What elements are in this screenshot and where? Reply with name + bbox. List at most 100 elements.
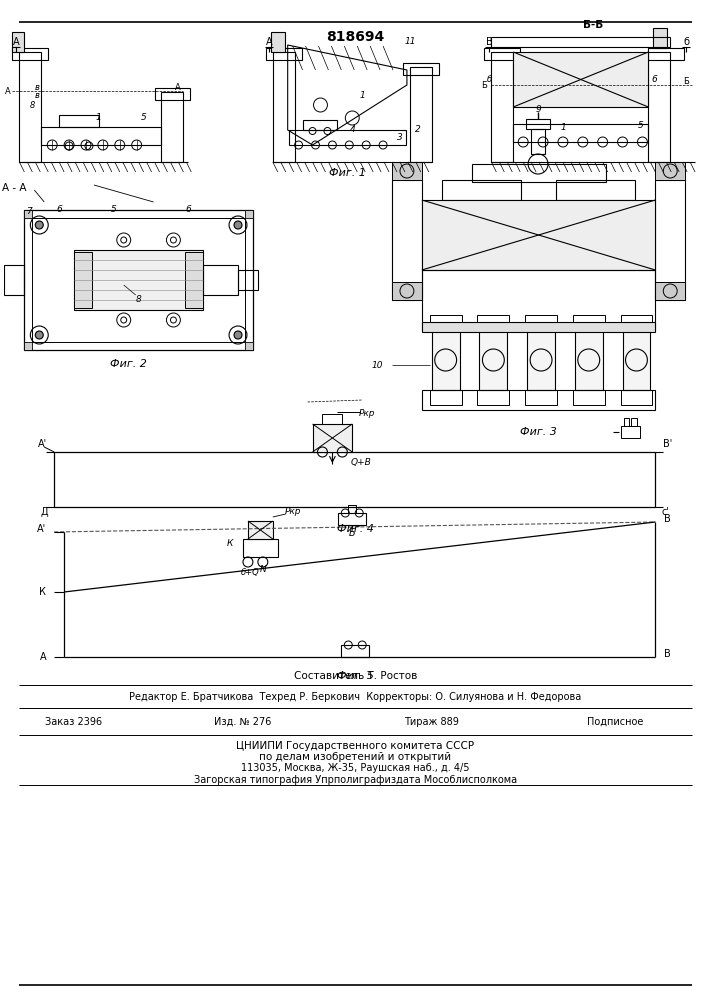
Bar <box>631 418 638 426</box>
Bar <box>430 315 462 330</box>
Text: Фиг. 1: Фиг. 1 <box>329 168 366 178</box>
Text: Фиг. 5: Фиг. 5 <box>337 671 374 681</box>
Bar <box>339 513 366 525</box>
Bar <box>477 390 509 405</box>
Text: N: N <box>259 566 267 574</box>
Text: Б: Б <box>683 77 689 86</box>
Text: Б: Б <box>349 528 356 538</box>
Bar <box>312 424 352 452</box>
Text: А': А' <box>37 524 46 534</box>
Text: 4: 4 <box>349 125 355 134</box>
Text: 2: 2 <box>415 125 421 134</box>
Text: Ркр: Ркр <box>359 410 375 418</box>
Text: Фиг. 4: Фиг. 4 <box>337 524 374 534</box>
Bar <box>422 270 655 330</box>
Bar <box>527 330 555 390</box>
Bar <box>484 48 520 60</box>
Bar <box>432 330 460 390</box>
Text: Д: Д <box>40 507 48 517</box>
Bar <box>513 124 648 142</box>
Bar <box>74 252 92 308</box>
Text: 113035, Москва, Ж-35, Раушская наб., д. 4/5: 113035, Москва, Ж-35, Раушская наб., д. … <box>241 763 469 773</box>
Bar <box>203 265 238 295</box>
Bar <box>322 414 342 424</box>
Bar <box>13 48 48 60</box>
Text: ЦНИИПИ Государственного комитета СССР: ЦНИИПИ Государственного комитета СССР <box>236 741 474 751</box>
Text: Тираж 889: Тираж 889 <box>404 717 460 727</box>
Bar <box>525 390 557 405</box>
Text: Q+В: Q+В <box>350 458 371 466</box>
Bar <box>59 115 99 127</box>
Bar <box>392 180 422 300</box>
Text: 8: 8 <box>136 296 141 304</box>
Text: В: В <box>486 37 493 47</box>
Text: 6: 6 <box>651 76 658 85</box>
Text: Подписное: Подписное <box>588 717 644 727</box>
Circle shape <box>234 221 242 229</box>
Bar <box>621 426 641 438</box>
Text: 3: 3 <box>397 133 403 142</box>
Bar <box>442 180 521 200</box>
Text: В: В <box>664 649 671 659</box>
Bar <box>245 342 253 350</box>
Bar <box>573 390 604 405</box>
Bar <box>472 164 606 182</box>
Text: Составитель Т. Ростов: Составитель Т. Ростов <box>293 671 417 681</box>
Text: б: б <box>683 37 689 47</box>
Bar <box>303 120 337 130</box>
Bar <box>185 252 203 308</box>
Bar <box>575 330 602 390</box>
Bar <box>422 200 655 270</box>
Bar <box>624 418 629 426</box>
Bar <box>526 119 550 129</box>
Text: К: К <box>227 540 233 548</box>
Bar <box>155 88 190 100</box>
Bar <box>573 315 604 330</box>
Bar <box>653 28 667 48</box>
Text: 818694: 818694 <box>326 30 385 44</box>
Bar <box>648 52 670 162</box>
Bar <box>556 180 636 200</box>
Circle shape <box>35 221 43 229</box>
Text: в: в <box>35 92 40 101</box>
Bar <box>245 210 253 218</box>
Bar <box>161 92 183 162</box>
Bar <box>621 315 653 330</box>
Text: 1: 1 <box>359 91 365 100</box>
Bar <box>341 645 369 657</box>
Bar <box>491 37 670 47</box>
Circle shape <box>234 331 242 339</box>
Text: 1: 1 <box>561 122 567 131</box>
Text: 6: 6 <box>57 206 62 215</box>
Bar <box>24 342 33 350</box>
Bar <box>248 521 273 539</box>
Bar <box>422 390 655 410</box>
Bar <box>410 67 432 162</box>
Bar <box>392 162 422 180</box>
Bar <box>266 48 302 60</box>
Text: Б-Б: Б-Б <box>583 20 603 30</box>
Text: 9: 9 <box>535 105 541 114</box>
Text: К: К <box>40 587 46 597</box>
Bar <box>430 390 462 405</box>
Bar <box>74 250 203 310</box>
Bar <box>623 330 650 390</box>
Bar <box>525 315 557 330</box>
Text: б+Q: б+Q <box>240 568 259 576</box>
Text: Изд. № 276: Изд. № 276 <box>214 717 271 727</box>
Bar <box>655 162 685 180</box>
Text: 7: 7 <box>26 208 33 217</box>
Bar <box>513 52 648 107</box>
Bar <box>24 210 253 350</box>
Text: А: А <box>13 37 20 47</box>
Bar <box>273 52 295 162</box>
Bar <box>655 282 685 300</box>
Text: в: в <box>35 84 40 93</box>
Bar <box>648 48 684 60</box>
Text: Фиг. 2: Фиг. 2 <box>110 359 147 369</box>
Bar <box>54 452 655 507</box>
Text: Редактор Е. Братчикова  Техред Р. Беркович  Корректоры: О. Силуянова и Н. Федоро: Редактор Е. Братчикова Техред Р. Беркови… <box>129 692 581 702</box>
Text: по делам изобретений и открытий: по делам изобретений и открытий <box>259 752 451 762</box>
Bar <box>24 210 33 218</box>
Text: 1: 1 <box>96 113 102 122</box>
